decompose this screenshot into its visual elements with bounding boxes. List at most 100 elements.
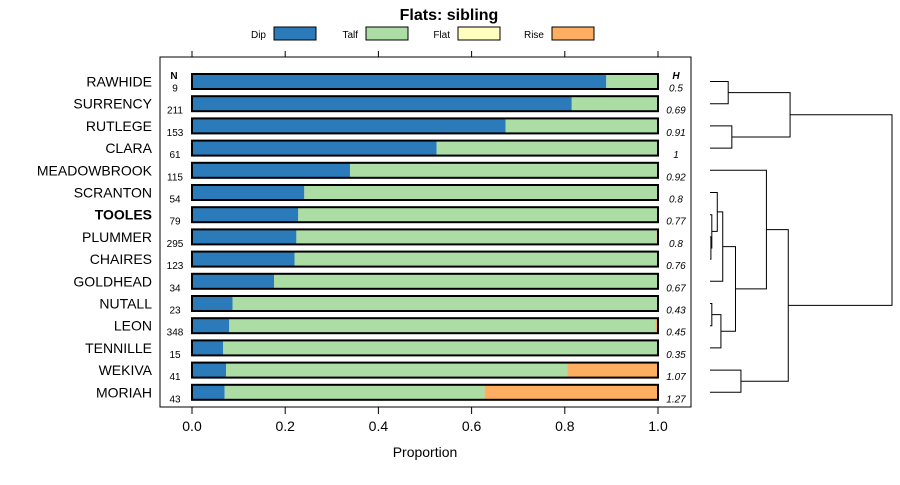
bar-segment-moriah-rise bbox=[484, 384, 658, 400]
bar-outline-nutall bbox=[191, 295, 659, 312]
dendrogram-link-11 bbox=[740, 229, 789, 382]
h-value-meadowbrook: 0.92 bbox=[666, 172, 686, 183]
bar-outline-tennille bbox=[191, 339, 659, 357]
bar-outline-wekiva bbox=[191, 361, 659, 379]
h-value-clara: 1 bbox=[673, 150, 679, 161]
h-value-tooles: 0.77 bbox=[666, 217, 686, 228]
legend-swatch-flat bbox=[457, 26, 501, 41]
n-value-tennille: 15 bbox=[169, 350, 181, 361]
h-value-chaires: 0.76 bbox=[666, 261, 686, 272]
bar-segment-moriah-dip bbox=[192, 384, 225, 400]
bar-segment-wekiva-dip bbox=[192, 362, 227, 378]
dendrogram-link-12 bbox=[728, 92, 791, 138]
bar-segment-chaires-dip bbox=[192, 251, 295, 267]
n-value-clara: 61 bbox=[169, 150, 181, 161]
bar-segment-surrency-talf bbox=[571, 96, 658, 112]
bar-segment-tennille-talf bbox=[223, 340, 659, 356]
n-value-nutall: 23 bbox=[169, 306, 181, 317]
row-label-plummer: PLUMMER bbox=[82, 229, 152, 245]
n-value-leon: 348 bbox=[167, 328, 184, 339]
bar-outline-rutlege bbox=[191, 117, 659, 135]
row-label-tennille: TENNILLE bbox=[85, 340, 152, 356]
legend-label-flat: Flat bbox=[433, 30, 450, 41]
bar-segment-scranton-talf bbox=[304, 185, 658, 200]
n-value-surrency: 211 bbox=[167, 106, 183, 117]
bar-segment-rawhide-talf bbox=[606, 74, 658, 89]
bar-outline-plummer bbox=[191, 228, 659, 246]
bar-segment-plummer-dip bbox=[192, 229, 297, 245]
row-label-surrency: SURRENCY bbox=[73, 96, 152, 112]
bar-segment-leon-talf bbox=[229, 318, 656, 334]
n-value-scranton: 54 bbox=[169, 195, 181, 206]
bar-segment-goldhead-talf bbox=[274, 273, 658, 289]
bar-outline-chaires bbox=[191, 250, 659, 268]
bar-outline-scranton bbox=[191, 184, 659, 201]
row-label-meadowbrook: MEADOWBROOK bbox=[37, 162, 153, 178]
x-tick-label-5: 1.0 bbox=[648, 418, 668, 434]
dendrogram-link-0 bbox=[710, 81, 729, 105]
bar-segment-leon-rise bbox=[655, 318, 658, 334]
dendrogram-link-4 bbox=[710, 192, 718, 232]
x-tick-label-0: 0.0 bbox=[182, 418, 202, 434]
bar-outline-meadowbrook bbox=[191, 161, 659, 179]
n-value-plummer: 295 bbox=[167, 239, 184, 250]
chart-title: Flats: sibling bbox=[400, 7, 499, 24]
h-value-surrency: 0.69 bbox=[666, 106, 686, 117]
x-axis-label: Proportion bbox=[393, 444, 458, 460]
h-value-rutlege: 0.91 bbox=[666, 128, 685, 139]
dendrogram bbox=[710, 81, 893, 393]
dendrogram-link-2 bbox=[710, 236, 712, 260]
row-label-scranton: SCRANTON bbox=[74, 185, 152, 201]
legend-label-dip: Dip bbox=[251, 30, 266, 41]
dendrogram-link-10 bbox=[710, 369, 742, 393]
bar-segment-surrency-dip bbox=[192, 96, 572, 112]
n-value-rawhide: 9 bbox=[172, 84, 178, 95]
n-value-rutlege: 153 bbox=[167, 128, 184, 139]
bars bbox=[191, 73, 659, 401]
h-value-leon: 0.45 bbox=[666, 328, 686, 339]
bar-segment-chaires-talf bbox=[294, 251, 658, 267]
x-tick-label-2: 0.4 bbox=[369, 418, 389, 434]
h-value-moriah: 1.27 bbox=[666, 394, 686, 405]
bar-segment-rutlege-talf bbox=[505, 118, 658, 134]
bar-segment-meadowbrook-dip bbox=[192, 162, 350, 178]
row-label-clara: CLARA bbox=[105, 140, 152, 156]
bar-segment-wekiva-rise bbox=[567, 362, 658, 378]
plot-frame bbox=[159, 56, 692, 408]
row-label-goldhead: GOLDHEAD bbox=[73, 273, 152, 289]
x-axis: 0.0 0.2 0.4 0.6 0.8 1.0 bbox=[182, 51, 668, 434]
h-value-plummer: 0.8 bbox=[669, 239, 683, 250]
bar-segment-tooles-talf bbox=[298, 207, 658, 223]
bar-outline-clara bbox=[191, 139, 659, 157]
row-label-tooles: TOOLES bbox=[95, 207, 152, 223]
n-value-goldhead: 34 bbox=[169, 283, 181, 294]
bar-outline-rawhide bbox=[191, 73, 659, 90]
dendrogram-link-1 bbox=[710, 125, 733, 149]
h-value-tennille: 0.35 bbox=[666, 350, 686, 361]
row-label-rutlege: RUTLEGE bbox=[86, 118, 152, 134]
n-value-chaires: 123 bbox=[167, 261, 184, 272]
row-label-moriah: MORIAH bbox=[96, 384, 152, 400]
legend-swatch-rise bbox=[551, 26, 595, 41]
bar-segment-tennille-dip bbox=[192, 340, 224, 356]
n-column-header: N bbox=[170, 71, 177, 82]
row-label-rawhide: RAWHIDE bbox=[86, 74, 152, 90]
h-value-rawhide: 0.5 bbox=[669, 84, 683, 95]
bar-segment-wekiva-talf bbox=[226, 362, 568, 378]
dendrogram-link-13 bbox=[788, 114, 893, 306]
legend-label-rise: Rise bbox=[524, 30, 544, 41]
bar-outline-surrency bbox=[191, 95, 659, 113]
bar-segment-goldhead-dip bbox=[192, 273, 275, 289]
x-tick-label-3: 0.6 bbox=[462, 418, 482, 434]
h-value-nutall: 0.43 bbox=[666, 306, 686, 317]
bar-outline-tooles bbox=[191, 206, 659, 224]
h-column-header: H bbox=[672, 71, 680, 82]
bar-segment-leon-dip bbox=[192, 318, 230, 334]
x-tick-label-4: 0.8 bbox=[555, 418, 575, 434]
bar-outline-leon bbox=[191, 317, 659, 335]
row-labels: RAWHIDE 9 0.5 SURRENCY 211 0.69 RUTLEGE 153 0.91… bbox=[37, 74, 686, 406]
n-value-meadowbrook: 115 bbox=[167, 172, 183, 183]
x-tick-label-1: 0.2 bbox=[275, 418, 295, 434]
h-value-wekiva: 1.07 bbox=[666, 372, 686, 383]
